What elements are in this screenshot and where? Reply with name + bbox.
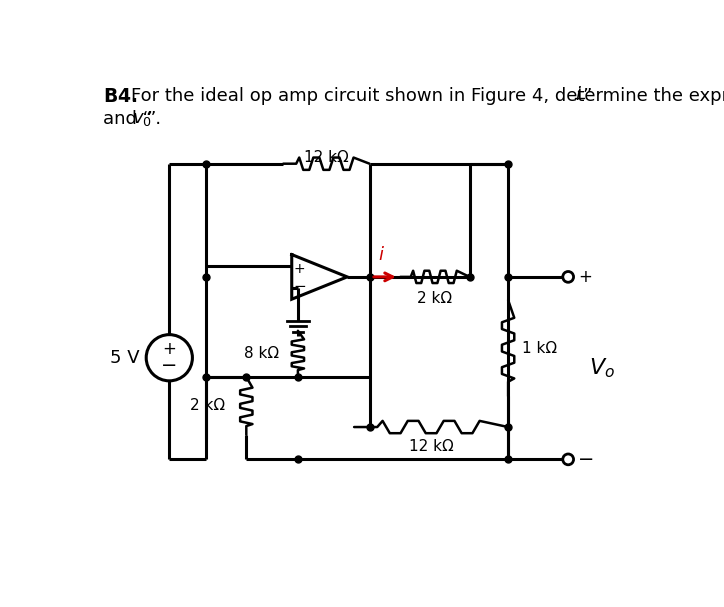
Text: 12 kΩ: 12 kΩ — [304, 150, 349, 165]
Text: +: + — [294, 262, 306, 276]
Text: $\bf{B4.}$: $\bf{B4.}$ — [103, 87, 138, 106]
Text: −: − — [161, 356, 177, 375]
Text: $V_o$: $V_o$ — [589, 356, 615, 379]
Text: 2 kΩ: 2 kΩ — [190, 398, 224, 413]
Text: +: + — [162, 341, 176, 358]
Text: ”.: ”. — [146, 110, 161, 128]
Text: and “: and “ — [103, 110, 152, 128]
Text: +: + — [578, 268, 592, 286]
Text: For the ideal op amp circuit shown in Figure 4, determine the expression for “: For the ideal op amp circuit shown in Fi… — [131, 87, 724, 104]
Text: 1 kΩ: 1 kΩ — [522, 341, 557, 356]
Text: ”: ” — [583, 87, 592, 104]
Text: 2 kΩ: 2 kΩ — [418, 291, 452, 306]
Text: $\mathit{i}$: $\mathit{i}$ — [575, 86, 582, 104]
Text: 5 V: 5 V — [111, 349, 140, 367]
Text: −: − — [578, 450, 594, 469]
Text: $\mathit{v}_\mathit{0}$: $\mathit{v}_\mathit{0}$ — [132, 110, 152, 128]
Text: $\mathit{i}$: $\mathit{i}$ — [379, 246, 385, 264]
Text: −: − — [293, 279, 306, 294]
Text: 8 kΩ: 8 kΩ — [243, 347, 279, 361]
Text: 12 kΩ: 12 kΩ — [409, 439, 453, 453]
